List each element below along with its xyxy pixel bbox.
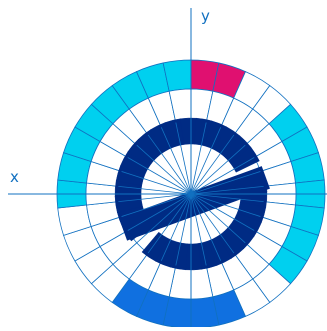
sector-line-4	[190, 144, 246, 195]
sector-line-23	[118, 185, 192, 195]
sector-line-8	[190, 193, 264, 203]
sector-line-2	[190, 127, 222, 195]
x-axis-label: x	[10, 168, 19, 186]
sector-line-7	[190, 185, 264, 195]
sector-line-29	[175, 122, 192, 195]
e-logo-arc-cell-19	[141, 231, 168, 262]
sector-line-5	[190, 157, 255, 195]
sector-line-19	[136, 193, 192, 244]
sector-line-14	[190, 193, 207, 266]
y-axis-label: y	[201, 7, 210, 25]
sector-line-1	[190, 122, 207, 195]
sector-line-27	[147, 134, 192, 195]
e-logo-arc-cell-6	[230, 146, 260, 173]
outer-ring-group	[56, 59, 326, 329]
e-logo-group	[114, 117, 270, 271]
sector-line-28	[160, 127, 192, 195]
sector-line-20	[127, 193, 192, 231]
e-logo-arc-cell-29	[150, 122, 175, 152]
sector-line-25	[127, 157, 192, 195]
sector-line-11	[190, 193, 246, 244]
sector-line-16	[175, 193, 192, 266]
sector-line-24	[121, 171, 192, 195]
sector-line-18	[147, 193, 192, 254]
sector-line-13	[190, 193, 222, 261]
sector-line-9	[190, 193, 261, 217]
sector-line-26	[136, 144, 192, 195]
sector-line-22	[118, 193, 192, 203]
sector-line-6	[190, 171, 261, 195]
sector-line-3	[190, 134, 235, 195]
sector-line-12	[190, 193, 235, 254]
sector-line-10	[190, 193, 255, 231]
sector-line-17	[160, 193, 192, 261]
e-logo-crossbar	[118, 166, 270, 241]
sector-line-21	[121, 193, 192, 217]
